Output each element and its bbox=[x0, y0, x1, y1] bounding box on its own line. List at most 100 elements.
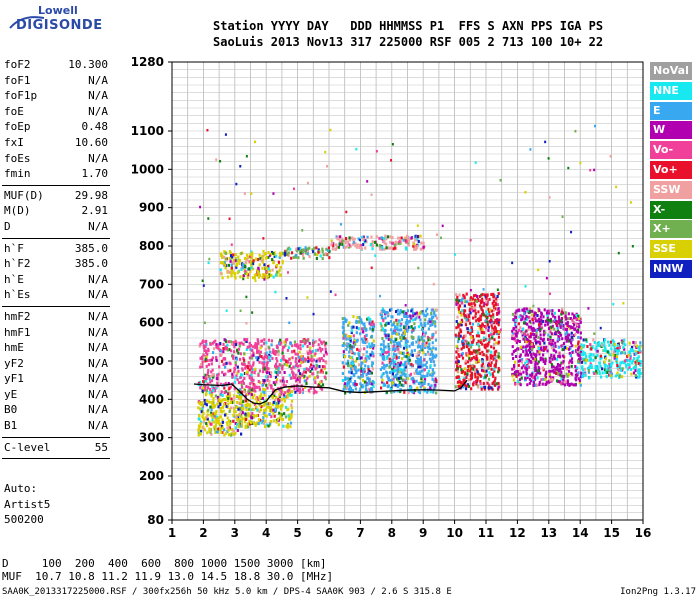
param-label: fmin bbox=[4, 167, 31, 181]
echo-point bbox=[478, 359, 481, 363]
echo-point bbox=[563, 327, 566, 331]
echo-point bbox=[356, 315, 359, 319]
echo-point bbox=[552, 348, 555, 352]
param-group5: C-level 55 bbox=[2, 441, 110, 457]
echo-point bbox=[363, 347, 366, 351]
echo-point bbox=[276, 378, 279, 382]
echo-point bbox=[306, 249, 309, 253]
echo-point bbox=[410, 364, 413, 368]
echo-point bbox=[569, 353, 572, 357]
echo-point bbox=[255, 405, 258, 409]
echo-point bbox=[386, 385, 389, 389]
echo-point bbox=[637, 351, 640, 355]
echo-point bbox=[532, 304, 535, 308]
echo-point bbox=[480, 307, 483, 311]
x-tick-label: 15 bbox=[603, 526, 620, 540]
echo-point bbox=[313, 246, 316, 250]
echo-point bbox=[273, 254, 276, 258]
echo-point bbox=[219, 159, 222, 163]
echo-point bbox=[281, 259, 284, 263]
echo-point bbox=[312, 358, 315, 362]
echo-point bbox=[561, 361, 565, 365]
echo-point bbox=[217, 401, 220, 405]
echo-point bbox=[251, 396, 254, 400]
echo-point bbox=[528, 377, 532, 381]
echo-point bbox=[265, 383, 268, 387]
echo-point bbox=[462, 345, 465, 349]
echo-point bbox=[552, 369, 555, 373]
echo-point bbox=[570, 338, 573, 342]
echo-point bbox=[625, 363, 628, 367]
param-value: N/A bbox=[88, 356, 108, 370]
echo-point bbox=[250, 256, 254, 260]
echo-point bbox=[256, 338, 259, 342]
echo-point bbox=[634, 352, 637, 356]
echo-point bbox=[398, 312, 401, 316]
echo-point bbox=[222, 409, 225, 413]
echo-point bbox=[200, 362, 203, 366]
echo-point bbox=[512, 367, 516, 371]
echo-point bbox=[426, 350, 430, 354]
echo-point bbox=[230, 342, 234, 346]
echo-point bbox=[230, 274, 233, 278]
echo-point bbox=[367, 387, 370, 391]
echo-point bbox=[343, 391, 347, 395]
echo-point bbox=[623, 338, 626, 342]
echo-point bbox=[517, 322, 520, 326]
echo-point bbox=[230, 401, 234, 405]
echo-point bbox=[387, 346, 391, 350]
echo-point bbox=[256, 358, 259, 362]
echo-point bbox=[495, 332, 498, 336]
echo-point bbox=[462, 293, 465, 297]
echo-point bbox=[474, 308, 477, 312]
echo-point bbox=[221, 418, 224, 422]
echo-point bbox=[477, 344, 481, 348]
echo-point bbox=[628, 341, 631, 345]
echo-point bbox=[581, 368, 584, 372]
echo-point bbox=[222, 363, 225, 367]
echo-point bbox=[409, 372, 413, 376]
echo-point bbox=[307, 359, 310, 363]
echo-point bbox=[550, 325, 553, 329]
echo-point bbox=[382, 310, 385, 314]
echo-point bbox=[348, 364, 351, 368]
echo-point bbox=[479, 352, 482, 356]
echo-point bbox=[610, 375, 613, 379]
echo-point bbox=[354, 359, 357, 363]
echo-point bbox=[368, 379, 371, 383]
echo-point bbox=[386, 374, 389, 378]
echo-point bbox=[514, 315, 517, 319]
echo-point bbox=[225, 404, 228, 408]
echo-point bbox=[475, 319, 478, 323]
echo-point bbox=[475, 379, 478, 383]
echo-point bbox=[623, 371, 626, 375]
echo-point bbox=[472, 355, 475, 359]
echo-point bbox=[475, 368, 478, 372]
echo-point bbox=[417, 335, 420, 339]
echo-point bbox=[395, 246, 398, 250]
echo-point bbox=[379, 294, 382, 298]
echo-point bbox=[236, 378, 239, 382]
echo-point bbox=[483, 324, 486, 328]
echo-point bbox=[571, 312, 574, 316]
echo-point bbox=[275, 350, 278, 354]
echo-point bbox=[492, 295, 495, 299]
echo-point bbox=[279, 251, 282, 255]
echo-point bbox=[574, 344, 577, 348]
echo-point bbox=[409, 389, 412, 393]
echo-point bbox=[463, 376, 466, 380]
echo-point bbox=[549, 330, 552, 334]
echo-point bbox=[548, 372, 551, 376]
param-label: h`F2 bbox=[4, 257, 31, 271]
echo-point bbox=[429, 320, 432, 324]
echo-point bbox=[516, 380, 520, 384]
echo-point bbox=[342, 387, 345, 391]
echo-point bbox=[545, 380, 548, 384]
echo-point bbox=[472, 294, 476, 298]
echo-point bbox=[581, 345, 584, 349]
echo-point bbox=[379, 247, 382, 251]
echo-point bbox=[531, 347, 534, 351]
echo-point bbox=[341, 344, 344, 348]
echo-point bbox=[271, 258, 274, 262]
echo-point bbox=[487, 328, 490, 332]
